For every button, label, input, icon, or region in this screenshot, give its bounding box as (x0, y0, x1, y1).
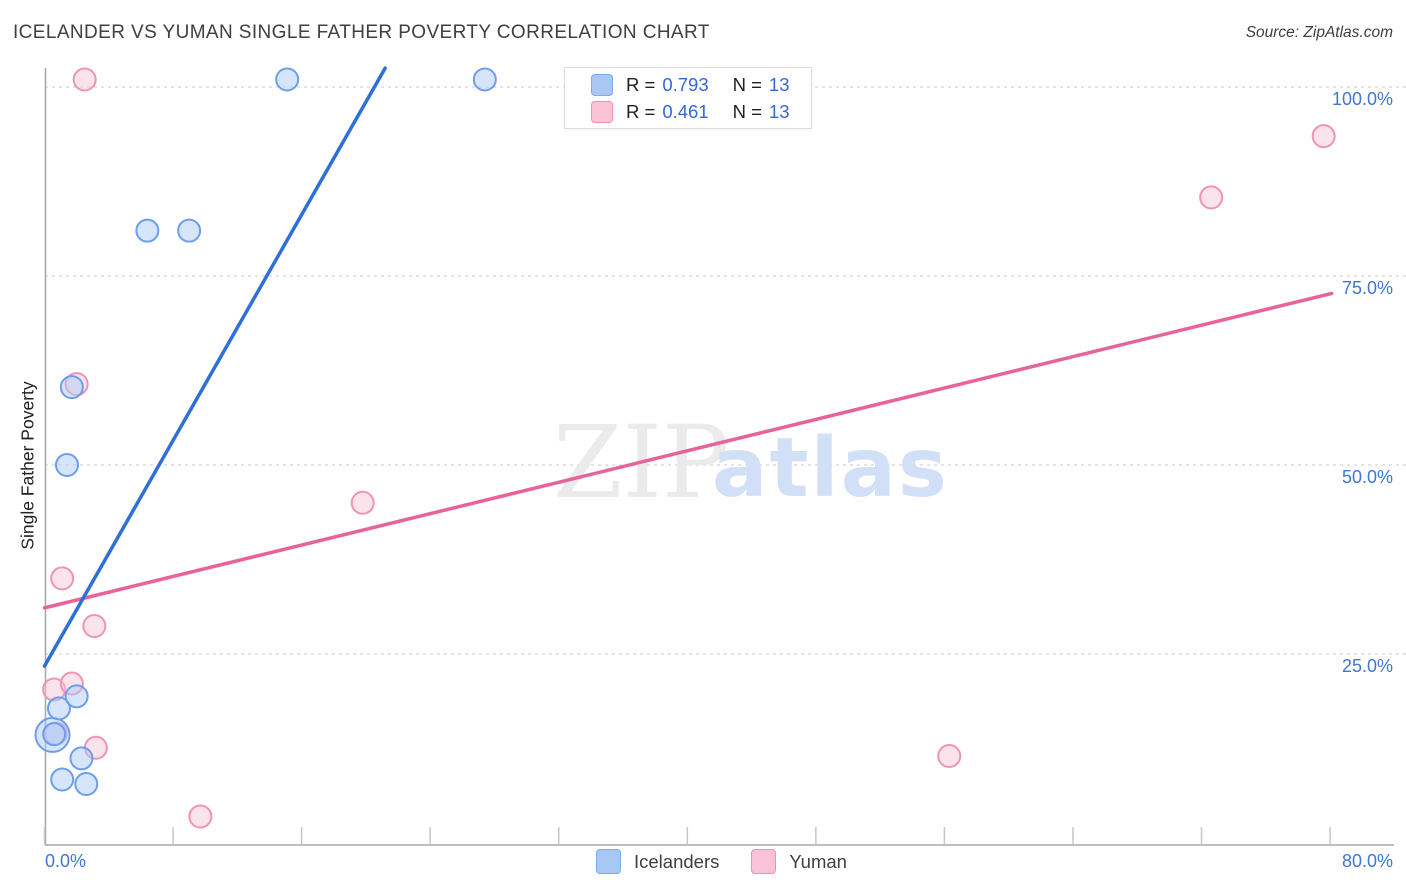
r-label: R = (626, 100, 656, 122)
point-icelanders (42, 722, 67, 747)
point-icelanders (50, 767, 75, 792)
r-value-yuman: 0.461 (662, 100, 709, 122)
y-tick-25: 25.0% (1341, 656, 1393, 676)
y-tick-50: 50.0% (1341, 467, 1393, 487)
stats-legend-row-yuman: R = 0.461 N = 13 (591, 100, 811, 123)
legend-item-yuman: Yuman (751, 849, 847, 874)
n-value-icelanders: 13 (768, 73, 790, 95)
point-icelanders (46, 696, 71, 721)
n-value-yuman: 13 (768, 100, 790, 122)
r-label: R = (626, 73, 656, 95)
x-tick-max: 80.0% (1341, 851, 1393, 871)
r-value-icelanders: 0.793 (662, 73, 709, 95)
point-icelanders (472, 67, 497, 92)
series-legend: Icelanders Yuman (596, 849, 847, 874)
source-attribution: Source: ZipAtlas.com (1245, 24, 1393, 41)
stats-legend-row-icelanders: R = 0.793 N = 13 (591, 73, 811, 96)
y-tick-100: 100.0% (1331, 89, 1393, 109)
point-icelanders (59, 375, 84, 400)
point-yuman (72, 67, 97, 92)
stats-legend: R = 0.793 N = 13 R = 0.461 N = 13 (564, 67, 812, 129)
page-title: ICELANDER VS YUMAN SINGLE FATHER POVERTY… (13, 22, 710, 43)
yuman-swatch-icon (591, 100, 613, 123)
point-icelanders (135, 218, 160, 243)
point-yuman (350, 490, 375, 515)
n-label: N = (732, 100, 762, 122)
point-yuman (188, 804, 213, 829)
point-yuman (1199, 185, 1224, 210)
point-yuman (82, 614, 107, 639)
point-yuman (1311, 124, 1336, 149)
x-tick-min: 0.0% (45, 851, 87, 871)
icelanders-swatch-icon (596, 849, 621, 874)
trendline-yuman (42, 291, 1334, 610)
icelanders-swatch-icon (591, 73, 613, 96)
point-icelanders (74, 772, 99, 797)
legend-item-icelanders: Icelanders (596, 849, 719, 874)
point-icelanders (177, 218, 202, 243)
legend-label-icelanders: Icelanders (634, 850, 720, 872)
yuman-swatch-icon (751, 849, 777, 874)
point-yuman (50, 566, 75, 591)
trendline-icelanders (42, 66, 387, 668)
point-icelanders (69, 746, 94, 771)
n-label: N = (732, 73, 762, 95)
point-yuman (937, 744, 962, 769)
y-tick-75: 75.0% (1341, 278, 1393, 298)
point-icelanders (54, 453, 79, 477)
point-icelanders (275, 67, 300, 92)
legend-label-yuman: Yuman (789, 850, 847, 872)
point-icelanders (64, 684, 89, 709)
